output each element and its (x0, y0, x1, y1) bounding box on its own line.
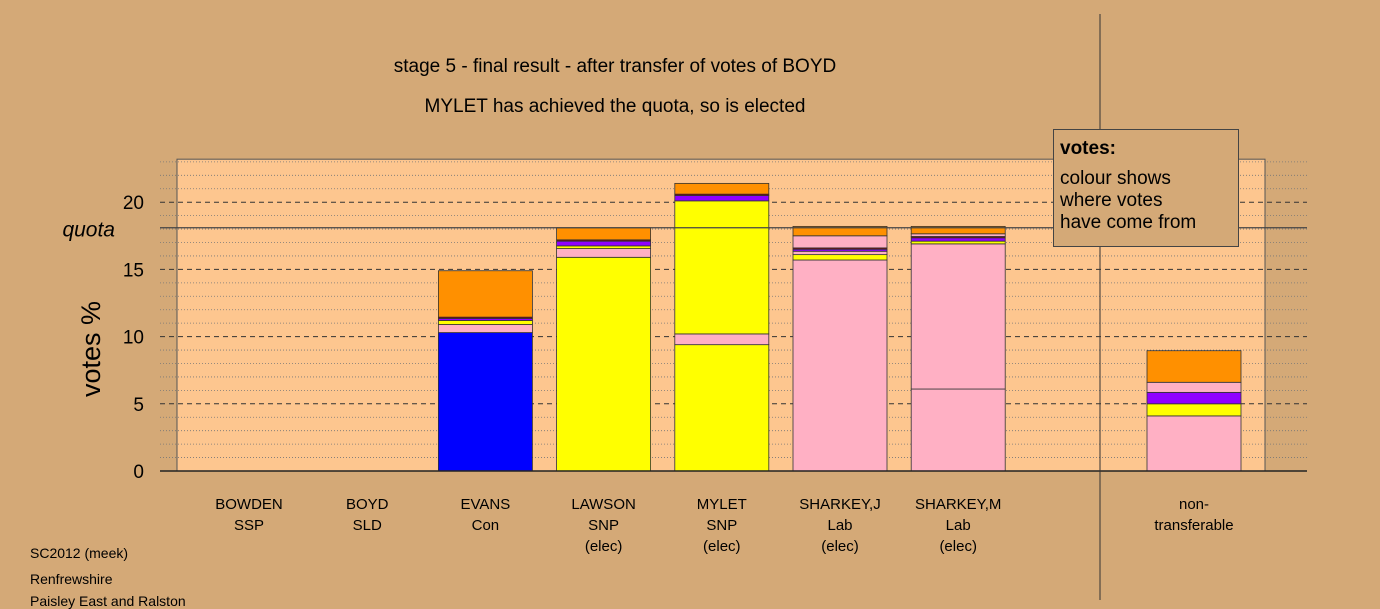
footer-council: Renfrewshire (30, 571, 113, 587)
candidate-name: EVANS (461, 496, 511, 513)
y-axis-label: votes % (76, 301, 106, 397)
legend-line: where votes (1060, 190, 1163, 211)
bar-segment-sharkey-j (792, 225, 888, 237)
nontransferable-label: non- (1179, 496, 1209, 513)
y-tick-label: 10 (123, 328, 144, 349)
bar-segment-sharkey-m (910, 233, 1006, 237)
candidate-party: SLD (353, 517, 382, 534)
candidate-party: Lab (946, 517, 971, 534)
y-tick-label: 5 (133, 395, 144, 416)
bar-segment-mylet (674, 195, 770, 202)
bar-segment-nontransferable (1146, 415, 1242, 472)
bar-segment-sharkey-m (910, 237, 1006, 242)
bar-segment-sharkey-m (910, 243, 1006, 390)
bar-segment-evans (437, 324, 533, 333)
bar-segment-sharkey-j (792, 250, 888, 256)
bar-segment-sharkey-j (792, 259, 888, 472)
bar-segment-sharkey-m (910, 240, 1006, 245)
candidate-name: LAWSON (571, 496, 635, 513)
candidate-name: MYLET (697, 496, 747, 513)
bar-segment-evans (437, 270, 533, 318)
bar-segment-lawson (556, 240, 651, 247)
y-tick-label: 0 (133, 462, 144, 483)
bar-segment-lawson (556, 256, 651, 472)
bar-segment-mylet (674, 200, 770, 335)
candidate-party: SNP (706, 517, 737, 534)
footer-ward: Paisley East and Ralston (30, 593, 186, 609)
legend-line: have come from (1060, 212, 1197, 233)
candidate-status: (elec) (703, 538, 741, 555)
bar-segment-nontransferable (1146, 350, 1242, 383)
bar-segment-mylet (674, 344, 770, 472)
bar-segment-evans (437, 320, 533, 325)
bar-segment-mylet (674, 333, 770, 346)
bar-segment-lawson (556, 227, 651, 241)
chart-subtitle: MYLET has achieved the quota, so is elec… (424, 96, 806, 117)
candidate-party: Lab (827, 517, 852, 534)
bar-segment-nontransferable (1146, 391, 1242, 405)
bar-segment-nontransferable (1146, 381, 1242, 393)
chart-title: stage 5 - final result - after transfer … (393, 56, 837, 77)
y-tick-label: 20 (123, 193, 144, 214)
bar-segment-sharkey-j (792, 254, 888, 261)
bar-segment-sharkey-m (910, 225, 1006, 235)
candidate-status: (elec) (821, 538, 859, 555)
bar-segment-sharkey-j (792, 235, 888, 249)
quota-label: quota (62, 219, 115, 242)
legend-line: colour shows (1060, 168, 1171, 189)
bar-segment-sharkey-m (910, 388, 1006, 472)
candidate-party: SNP (588, 517, 619, 534)
legend-box: votes: colour shows where votes have com… (1053, 129, 1239, 247)
y-tick-label: 15 (123, 260, 144, 281)
bar-segment-mylet (674, 182, 770, 195)
footer-count-info: SC2012 (meek) (30, 545, 129, 561)
candidate-status: (elec) (939, 538, 977, 555)
candidate-party: SSP (234, 517, 264, 534)
legend-title: votes: (1060, 138, 1116, 159)
candidate-name: SHARKEY,J (799, 496, 880, 513)
candidate-status: (elec) (585, 538, 623, 555)
bar-segment-lawson (556, 248, 651, 258)
candidate-name: SHARKEY,M (915, 496, 1001, 513)
bar-segment-evans (437, 332, 533, 472)
bar-segment-lawson (556, 245, 651, 249)
candidate-name: BOWDEN (215, 496, 283, 513)
candidate-party: Con (472, 517, 500, 534)
bar-segment-nontransferable (1146, 403, 1242, 417)
nontransferable-label: transferable (1154, 517, 1233, 534)
candidate-name: BOYD (346, 496, 389, 513)
